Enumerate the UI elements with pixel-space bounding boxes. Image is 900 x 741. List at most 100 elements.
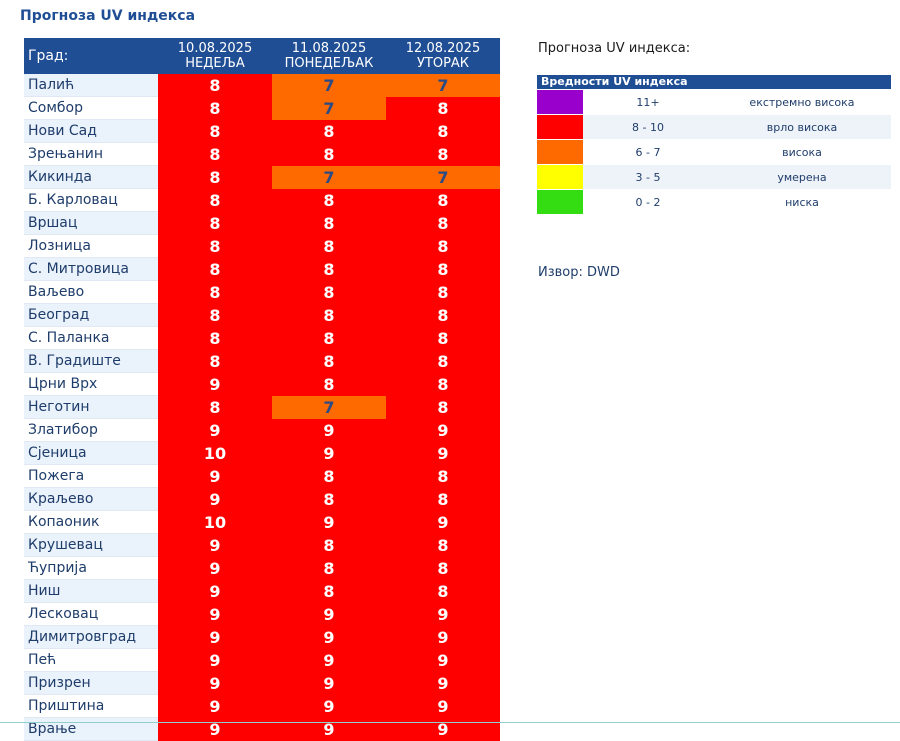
uv-value-cell: 8 bbox=[158, 119, 272, 143]
uv-value-cell: 8 bbox=[158, 395, 272, 419]
uv-value-cell: 8 bbox=[158, 165, 272, 189]
legend-title: Прогноза UV индекса: bbox=[538, 41, 691, 56]
uv-value-cell: 9 bbox=[386, 671, 500, 695]
legend-color-swatch bbox=[537, 190, 583, 214]
uv-value-cell: 8 bbox=[386, 326, 500, 350]
city-name: С. Паланка bbox=[24, 326, 158, 350]
uv-value-cell: 9 bbox=[158, 556, 272, 580]
uv-value-cell: 9 bbox=[272, 694, 386, 718]
table-row: Ћуприја 9 8 8 bbox=[24, 556, 500, 580]
uv-value-cell: 8 bbox=[158, 188, 272, 212]
uv-value-cell: 9 bbox=[158, 671, 272, 695]
uv-value-cell: 8 bbox=[272, 211, 386, 235]
uv-value-cell: 8 bbox=[158, 280, 272, 304]
table-row: С. Митровица 8 8 8 bbox=[24, 257, 500, 281]
uv-value-cell: 8 bbox=[158, 211, 272, 235]
city-name: В. Градиште bbox=[24, 349, 158, 373]
city-name: Црни Врх bbox=[24, 372, 158, 396]
uv-value-cell: 8 bbox=[272, 303, 386, 327]
uv-value-cell: 8 bbox=[386, 487, 500, 511]
uv-value-cell: 7 bbox=[272, 74, 386, 97]
uv-value-cell: 9 bbox=[386, 441, 500, 465]
city-column-header: Град: bbox=[24, 38, 158, 74]
uv-value-cell: 8 bbox=[386, 96, 500, 120]
uv-value-cell: 8 bbox=[386, 349, 500, 373]
uv-value-cell: 7 bbox=[272, 395, 386, 419]
uv-value-cell: 8 bbox=[386, 257, 500, 281]
uv-value-cell: 8 bbox=[272, 556, 386, 580]
uv-value-cell: 8 bbox=[158, 96, 272, 120]
table-row: Лозница 8 8 8 bbox=[24, 234, 500, 258]
day-weekday: УТОРАК bbox=[416, 56, 470, 71]
uv-value-cell: 9 bbox=[158, 464, 272, 488]
legend-label: врло висока bbox=[766, 120, 838, 134]
table-row: Копаоник 10 9 9 bbox=[24, 510, 500, 534]
uv-value-cell: 7 bbox=[272, 165, 386, 189]
uv-value-cell: 9 bbox=[386, 602, 500, 626]
city-name: Пећ bbox=[24, 648, 158, 672]
uv-value-cell: 8 bbox=[272, 487, 386, 511]
table-row: Кикинда 8 7 7 bbox=[24, 165, 500, 189]
city-name: Крушевац bbox=[24, 533, 158, 557]
legend-label: ниска bbox=[785, 195, 819, 209]
uv-value-cell: 9 bbox=[272, 510, 386, 534]
uv-value-cell: 8 bbox=[386, 234, 500, 258]
table-row: Сјеница 10 9 9 bbox=[24, 441, 500, 465]
uv-value-cell: 9 bbox=[158, 533, 272, 557]
city-name: Краљево bbox=[24, 487, 158, 511]
uv-value-cell: 9 bbox=[158, 579, 272, 603]
uv-value-cell: 8 bbox=[158, 326, 272, 350]
city-name: Призрен bbox=[24, 671, 158, 695]
legend-color-swatch bbox=[537, 115, 583, 139]
uv-value-cell: 9 bbox=[158, 372, 272, 396]
uv-value-cell: 7 bbox=[386, 165, 500, 189]
uv-value-cell: 9 bbox=[158, 487, 272, 511]
table-row: Вршац 8 8 8 bbox=[24, 211, 500, 235]
table-row: С. Паланка 8 8 8 bbox=[24, 326, 500, 350]
table-body: Палић 8 7 7 Сомбор 8 7 8 Нови Сад 8 8 8 Зрењанин 8 8 8 К… bbox=[24, 74, 500, 741]
city-name: Димитровград bbox=[24, 625, 158, 649]
city-name: Београд bbox=[24, 303, 158, 327]
legend-row: 0 - 2 ниска bbox=[537, 190, 891, 214]
city-name: Б. Карловац bbox=[24, 188, 158, 212]
table-row: Б. Карловац 8 8 8 bbox=[24, 188, 500, 212]
page-title: Прогноза UV индекса bbox=[20, 8, 196, 24]
table-row: Неготин 8 7 8 bbox=[24, 395, 500, 419]
table-row: Палић 8 7 7 bbox=[24, 74, 500, 97]
uv-value-cell: 8 bbox=[272, 188, 386, 212]
uv-value-cell: 8 bbox=[386, 280, 500, 304]
uv-value-cell: 8 bbox=[386, 188, 500, 212]
uv-value-cell: 8 bbox=[386, 533, 500, 557]
legend-rows: 11+ екстремно висока 8 - 10 врло висока 6 - … bbox=[537, 90, 891, 214]
day-weekday: НЕДЕЉА bbox=[185, 56, 245, 71]
uv-value-cell: 8 bbox=[386, 142, 500, 166]
uv-value-cell: 8 bbox=[158, 234, 272, 258]
uv-value-cell: 9 bbox=[158, 694, 272, 718]
legend-range: 6 - 7 bbox=[635, 145, 661, 159]
uv-value-cell: 8 bbox=[272, 326, 386, 350]
uv-value-cell: 8 bbox=[272, 142, 386, 166]
table-row: Пожега 9 8 8 bbox=[24, 464, 500, 488]
uv-value-cell: 8 bbox=[386, 395, 500, 419]
city-name: Сјеница bbox=[24, 441, 158, 465]
uv-value-cell: 8 bbox=[158, 303, 272, 327]
legend-label: екстремно висока bbox=[749, 95, 855, 109]
uv-value-cell: 9 bbox=[158, 602, 272, 626]
uv-value-cell: 8 bbox=[272, 372, 386, 396]
uv-value-cell: 9 bbox=[272, 648, 386, 672]
uv-value-cell: 8 bbox=[386, 464, 500, 488]
uv-legend: Вредности UV индекса 11+ екстремно висока… bbox=[537, 75, 891, 214]
uv-value-cell: 7 bbox=[386, 74, 500, 97]
day-date: 10.08.2025 bbox=[177, 41, 253, 56]
uv-value-cell: 8 bbox=[158, 257, 272, 281]
uv-forecast-table: Град: 10.08.2025 НЕДЕЉА 11.08.2025 ПОНЕД… bbox=[24, 38, 500, 741]
uv-value-cell: 8 bbox=[272, 533, 386, 557]
city-name: Златибор bbox=[24, 418, 158, 442]
table-row: Београд 8 8 8 bbox=[24, 303, 500, 327]
table-row: Сомбор 8 7 8 bbox=[24, 96, 500, 120]
city-name: Ваљево bbox=[24, 280, 158, 304]
city-name: Вршац bbox=[24, 211, 158, 235]
city-name: Палић bbox=[24, 74, 158, 97]
legend-row: 11+ екстремно висока bbox=[537, 90, 891, 114]
city-name: Ћуприја bbox=[24, 556, 158, 580]
